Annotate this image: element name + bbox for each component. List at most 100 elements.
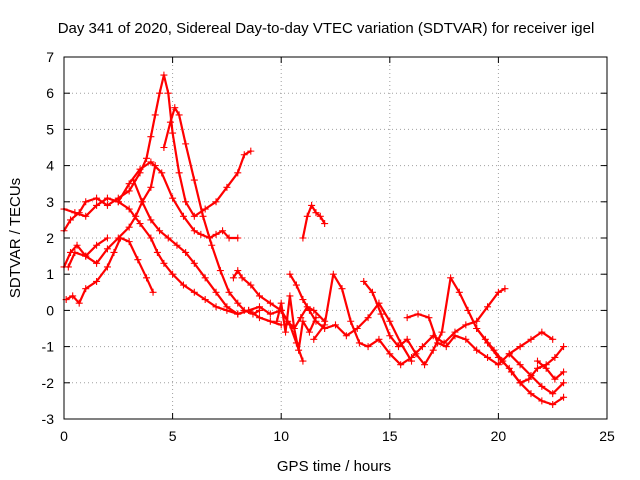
data-point	[403, 335, 411, 343]
data-point	[201, 274, 209, 282]
data-point	[286, 270, 294, 278]
data-point	[82, 252, 90, 260]
data-point	[464, 306, 472, 314]
data-point	[132, 212, 140, 220]
data-point	[266, 317, 274, 325]
data-point	[364, 343, 372, 351]
data-point	[160, 144, 168, 151]
data-point	[527, 335, 535, 343]
x-tick-label: 15	[382, 428, 398, 444]
data-point	[143, 154, 151, 162]
data-point	[171, 104, 179, 112]
data-point	[164, 89, 172, 97]
axes: 0 5 10 15 20 25 -3 -2 -1 0 1 2 3 4 5 6 7	[42, 49, 615, 444]
data-point	[103, 194, 111, 202]
x-tick-label: 10	[273, 428, 289, 444]
data-point	[190, 212, 198, 220]
data-point	[175, 111, 183, 119]
data-point	[229, 274, 237, 282]
data-point	[169, 270, 177, 278]
data-point	[212, 288, 220, 296]
data-point	[147, 216, 155, 224]
data-point	[103, 263, 111, 271]
series-layer	[60, 71, 568, 409]
data-point	[158, 169, 166, 177]
series-trace-10	[299, 201, 329, 242]
data-point	[438, 328, 446, 336]
data-point	[462, 335, 470, 343]
data-point	[408, 353, 416, 361]
data-point	[368, 288, 376, 296]
data-point	[533, 357, 541, 365]
data-point	[425, 314, 433, 322]
data-point	[277, 299, 285, 307]
data-point	[114, 198, 122, 206]
y-tick-label: 3	[46, 194, 54, 210]
data-point	[93, 201, 101, 209]
data-point	[310, 335, 318, 343]
data-point	[82, 198, 90, 206]
data-point	[494, 288, 502, 296]
data-point	[164, 234, 172, 242]
series-trace-13	[360, 274, 568, 409]
data-point	[71, 248, 79, 256]
data-point	[507, 368, 515, 376]
data-point	[501, 285, 509, 293]
data-point	[249, 310, 257, 318]
data-point	[484, 353, 492, 361]
data-point	[560, 343, 568, 351]
series-line	[65, 236, 155, 305]
data-point	[499, 357, 507, 365]
data-point	[153, 248, 161, 256]
y-tick-label: 6	[46, 85, 54, 101]
data-point	[169, 194, 177, 202]
data-point	[247, 147, 255, 155]
series-trace-18	[273, 292, 320, 354]
data-point	[266, 299, 274, 307]
series-trace-17	[533, 357, 568, 383]
series-line	[312, 273, 506, 366]
y-tick-label: 4	[46, 158, 54, 174]
x-tick-label: 5	[169, 428, 177, 444]
data-point	[255, 314, 263, 322]
data-point	[429, 346, 437, 354]
plot-frame	[63, 56, 608, 420]
data-point	[295, 346, 303, 354]
x-tick-label: 0	[60, 428, 68, 444]
data-point	[421, 361, 429, 369]
series-line	[62, 164, 157, 269]
data-point	[525, 375, 533, 383]
data-point	[125, 205, 133, 213]
y-tick-label: 0	[46, 302, 54, 318]
data-point	[173, 241, 181, 249]
data-point	[286, 292, 294, 300]
data-point	[321, 220, 329, 228]
data-point	[299, 357, 307, 365]
data-point	[93, 259, 101, 267]
y-tick-label: -1	[42, 339, 55, 355]
data-point	[551, 353, 559, 361]
y-tick-label: 1	[46, 266, 54, 282]
data-point	[305, 328, 313, 336]
y-tick-label: 7	[46, 49, 54, 65]
data-point	[234, 267, 242, 275]
data-point	[149, 288, 157, 296]
data-point	[527, 390, 535, 398]
data-point	[166, 118, 174, 126]
data-point	[282, 328, 290, 336]
data-point	[473, 325, 481, 332]
data-point	[355, 339, 363, 347]
data-point	[342, 332, 350, 340]
data-point	[560, 393, 568, 401]
series-line	[288, 273, 413, 363]
series-trace-11	[286, 270, 416, 365]
series-line	[232, 269, 304, 363]
data-point	[223, 183, 231, 191]
data-point	[308, 201, 316, 209]
data-point	[538, 382, 546, 390]
data-point	[73, 241, 81, 249]
data-point	[182, 140, 190, 148]
data-point	[234, 299, 242, 307]
